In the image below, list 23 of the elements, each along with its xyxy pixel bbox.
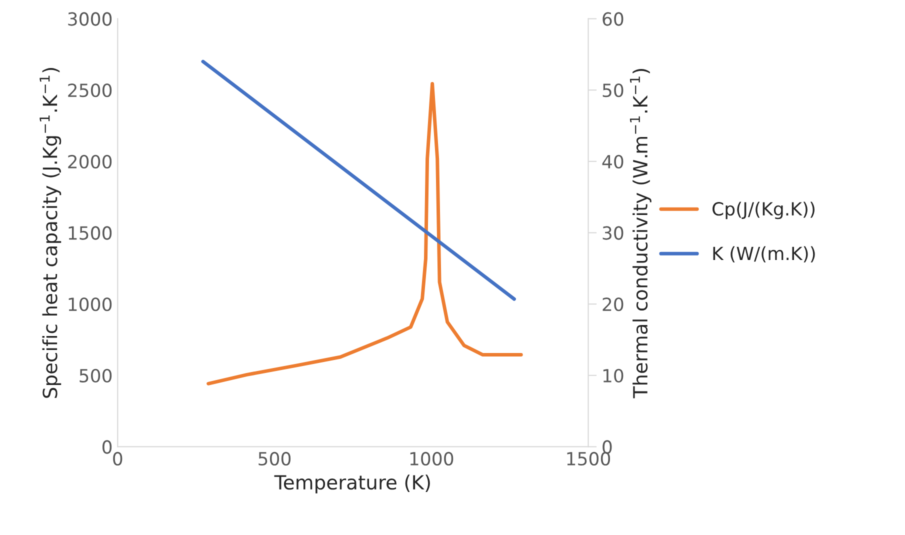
legend-label: Cp(J/(Kg.K)) [712, 202, 815, 220]
y2-axis-title: Thermal conductivity (W.m$^{−1}$.K$^{−1}$) [630, 68, 652, 398]
y-tick-label: 1500 [68, 226, 112, 240]
y-tick-label: 500 [80, 368, 112, 383]
x-tick-label: 1500 [567, 452, 610, 466]
y-tick-label: 2500 [68, 84, 112, 98]
x-tick-label: 0 [113, 452, 122, 466]
y-axis-title: Specific heat capacity (J.Kg$^{−1}$.K$^{−1}$) [40, 68, 62, 398]
y2-tick-label: 50 [602, 84, 624, 98]
x-axis-title: Temperature (K) [274, 474, 430, 494]
y2-tick-label: 60 [602, 12, 624, 26]
y2-tick-label: 10 [603, 368, 624, 383]
line-series [206, 82, 523, 386]
y-tick-label: 1000 [68, 298, 112, 312]
y2-tick-label: 30 [602, 226, 624, 240]
y2-tick-label: 20 [602, 298, 624, 312]
y2-tick-label: 40 [602, 154, 624, 169]
y-tick-label: 3000 [68, 12, 112, 26]
x-tick-label: 500 [258, 452, 291, 466]
y-tick-label: 2000 [68, 154, 112, 169]
x-tick-label: 1000 [410, 452, 454, 466]
y-tick-label: 0 [102, 440, 112, 454]
legend-label: K (W/(m.K)) [713, 246, 815, 262]
